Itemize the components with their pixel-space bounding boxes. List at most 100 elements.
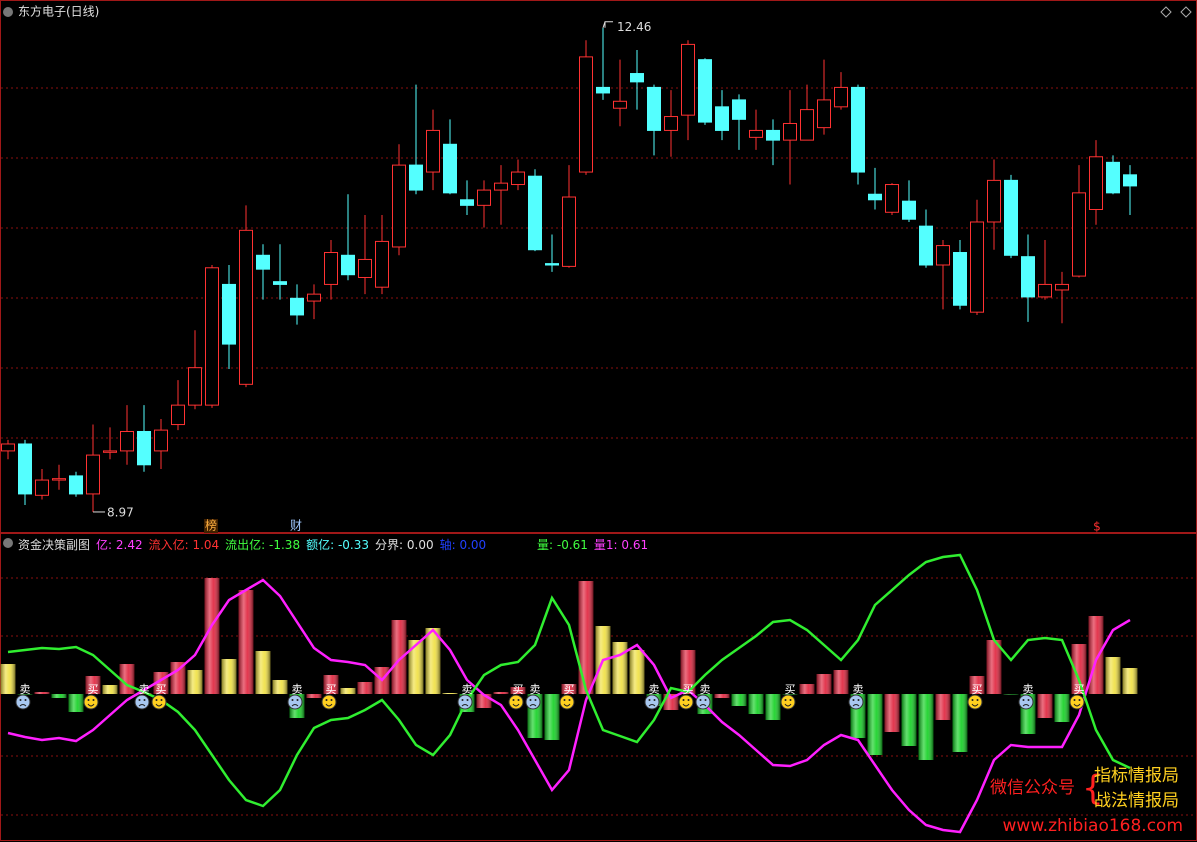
signal-label: 卖 [139, 683, 150, 696]
signal-face [287, 694, 303, 710]
bar-shade [170, 662, 186, 694]
signal-face [15, 694, 31, 710]
eye [24, 699, 27, 701]
signal-label: 卖 [292, 683, 303, 696]
candle-body [732, 99, 746, 120]
bar-shade [51, 694, 67, 698]
bar-shade [493, 692, 509, 694]
header-value: 分界: 0.00 [375, 538, 434, 552]
marker-box [204, 519, 218, 533]
mouth [291, 704, 299, 707]
bar-shade [221, 659, 237, 694]
eye [1073, 699, 1076, 701]
candle-body [324, 252, 338, 285]
candle-body [596, 86, 610, 94]
bar-shade [255, 651, 271, 694]
candle-body [205, 267, 219, 406]
bar-shade [561, 684, 577, 694]
mouth [87, 703, 95, 707]
brace: { [1082, 769, 1104, 809]
candle-body [137, 430, 151, 466]
candle-body [273, 281, 287, 285]
bar-shade [1122, 668, 1138, 694]
candle-body [103, 450, 117, 453]
signal-label: 卖 [462, 683, 473, 696]
eye [648, 699, 651, 701]
bar-shade [833, 670, 849, 694]
diamond-icon[interactable] [1180, 6, 1192, 18]
eye [160, 699, 163, 701]
candle-body [188, 367, 202, 406]
eye [138, 699, 141, 701]
marker: $ [1093, 520, 1101, 534]
eye [291, 699, 294, 701]
bar-shade [17, 694, 33, 695]
signal-face [83, 694, 99, 710]
mouth [699, 704, 707, 707]
mouth [19, 704, 27, 707]
header-value: 量1: 0.61 [593, 538, 649, 552]
signal-label: 买 [683, 683, 694, 696]
header-value: 额亿: -0.33 [306, 538, 370, 552]
candle-body [52, 478, 66, 481]
indicator-header: 资金决策副图 亿: 2.42 流入亿: 1.04 流出亿: -1.38 额亿: -0.… [18, 536, 486, 553]
signal-face [644, 694, 660, 710]
bar-shade [731, 694, 747, 706]
eye [976, 699, 979, 701]
bar-shade [680, 650, 696, 694]
eye [784, 699, 787, 701]
candle-body [1021, 256, 1035, 298]
candle-body [69, 475, 83, 495]
bar-shade [918, 694, 934, 760]
signal-face [151, 694, 167, 710]
bar-shade [969, 676, 985, 694]
candle-body [1089, 156, 1103, 211]
watermark-name: 指标情报局 [1094, 766, 1179, 786]
eye [19, 699, 22, 701]
bar-shade [816, 674, 832, 694]
indicator-header-2: 量: -0.61 量1: 0.61 [537, 536, 648, 553]
signal-label: 卖 [530, 683, 541, 696]
candle-body [1106, 161, 1120, 194]
candle-body [647, 86, 661, 131]
eye [330, 699, 333, 701]
top-panel-frame [0, 0, 1197, 533]
mouth [325, 703, 333, 707]
candle-body [1123, 174, 1137, 187]
signal-face [678, 694, 694, 710]
candle-body [1038, 283, 1052, 298]
signal-label: 买 [88, 683, 99, 696]
signal-face [695, 694, 711, 710]
candle-body [851, 86, 865, 173]
candle-body [477, 189, 491, 206]
candle-body [426, 129, 440, 173]
candle-body [494, 182, 508, 191]
watermark-url: www.zhibiao168.com [1003, 816, 1183, 836]
bar-shade [765, 694, 781, 720]
candle-body [766, 129, 780, 141]
header-value: 流入亿: 1.04 [148, 538, 220, 552]
candle-body [936, 245, 950, 266]
signal-label: 卖 [20, 683, 31, 696]
bar-shade [748, 694, 764, 714]
candle-body [919, 225, 933, 266]
mouth [682, 703, 690, 707]
mouth [1073, 703, 1081, 707]
signal-face [848, 694, 864, 710]
menu-icon[interactable] [3, 538, 13, 548]
diamond-icon[interactable] [1160, 6, 1172, 18]
candle-body [375, 240, 389, 288]
candle-body [239, 229, 253, 385]
candle-body [868, 193, 882, 201]
candle-body [341, 254, 355, 276]
bar-shade [663, 694, 679, 710]
menu-icon[interactable] [3, 7, 13, 17]
candle-body [1, 443, 15, 452]
bar-shade [782, 694, 798, 695]
eye [325, 699, 328, 701]
candle-body [392, 164, 406, 248]
signal-face [134, 694, 150, 710]
indicator-title: 资金决策副图 [18, 538, 91, 552]
candle-body [970, 221, 984, 313]
bar-shade [204, 578, 220, 694]
